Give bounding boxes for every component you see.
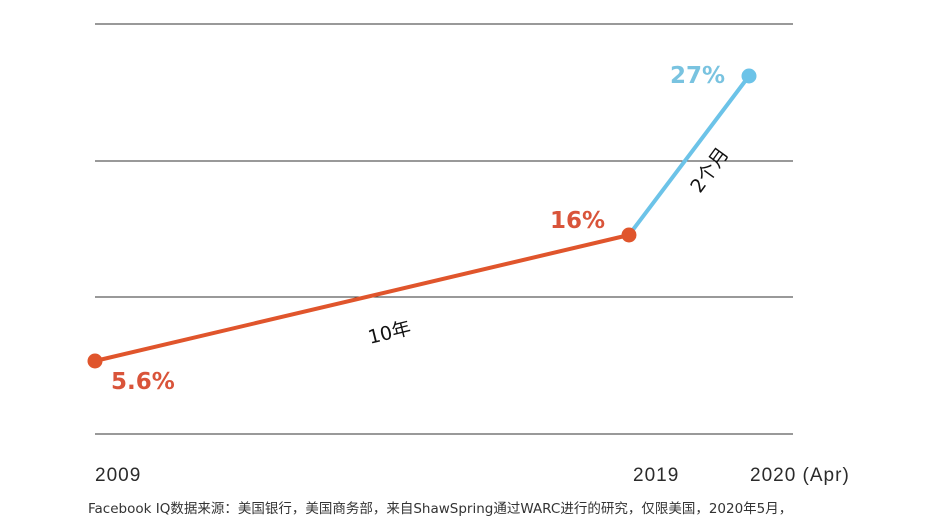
x-tick-label-2020-apr: 2020 (Apr) <box>750 465 850 486</box>
x-tick-label-2009: 2009 <box>95 465 141 486</box>
annotation-10-years: 10年 <box>366 317 413 349</box>
data-label-2020-apr: 27% <box>670 63 725 89</box>
series-line-10-years <box>93 233 631 363</box>
source-footnote: Facebook IQ数据来源：美国银行，美国商务部，来自ShawSpring通… <box>88 501 793 517</box>
series-line-2-months <box>627 74 751 237</box>
x-tick-label-2019: 2019 <box>633 465 679 486</box>
data-label-2019: 16% <box>550 208 605 234</box>
data-label-2009: 5.6% <box>111 369 175 395</box>
data-point-2019 <box>621 227 637 243</box>
data-point-2009 <box>87 353 103 369</box>
data-point-2020-apr <box>741 68 757 84</box>
